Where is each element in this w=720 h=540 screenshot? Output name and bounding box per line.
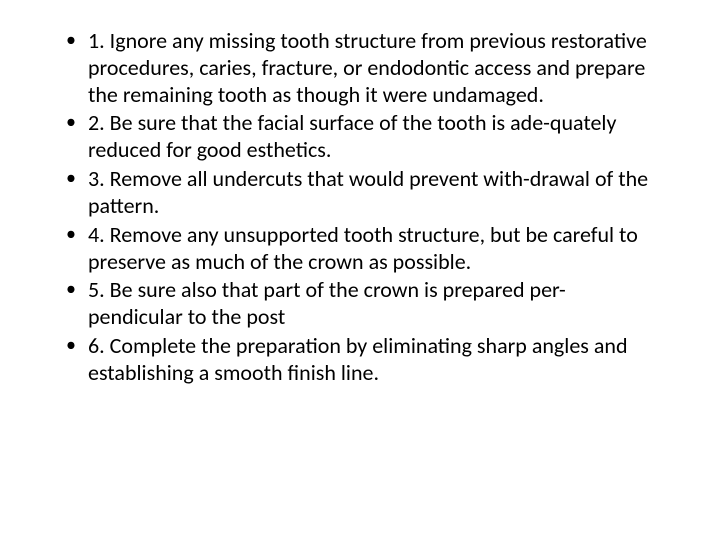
list-item: 4. Remove any unsupported tooth structur… bbox=[60, 222, 660, 276]
bullet-list: 1. Ignore any missing tooth structure fr… bbox=[60, 28, 660, 387]
list-item: 1. Ignore any missing tooth structure fr… bbox=[60, 28, 660, 108]
list-item: 2. Be sure that the facial surface of th… bbox=[60, 110, 660, 164]
slide-content: 1. Ignore any missing tooth structure fr… bbox=[0, 0, 720, 540]
list-item: 3. Remove all undercuts that would preve… bbox=[60, 166, 660, 220]
list-item: 6. Complete the preparation by eliminati… bbox=[60, 333, 660, 387]
list-item: 5. Be sure also that part of the crown i… bbox=[60, 277, 660, 331]
